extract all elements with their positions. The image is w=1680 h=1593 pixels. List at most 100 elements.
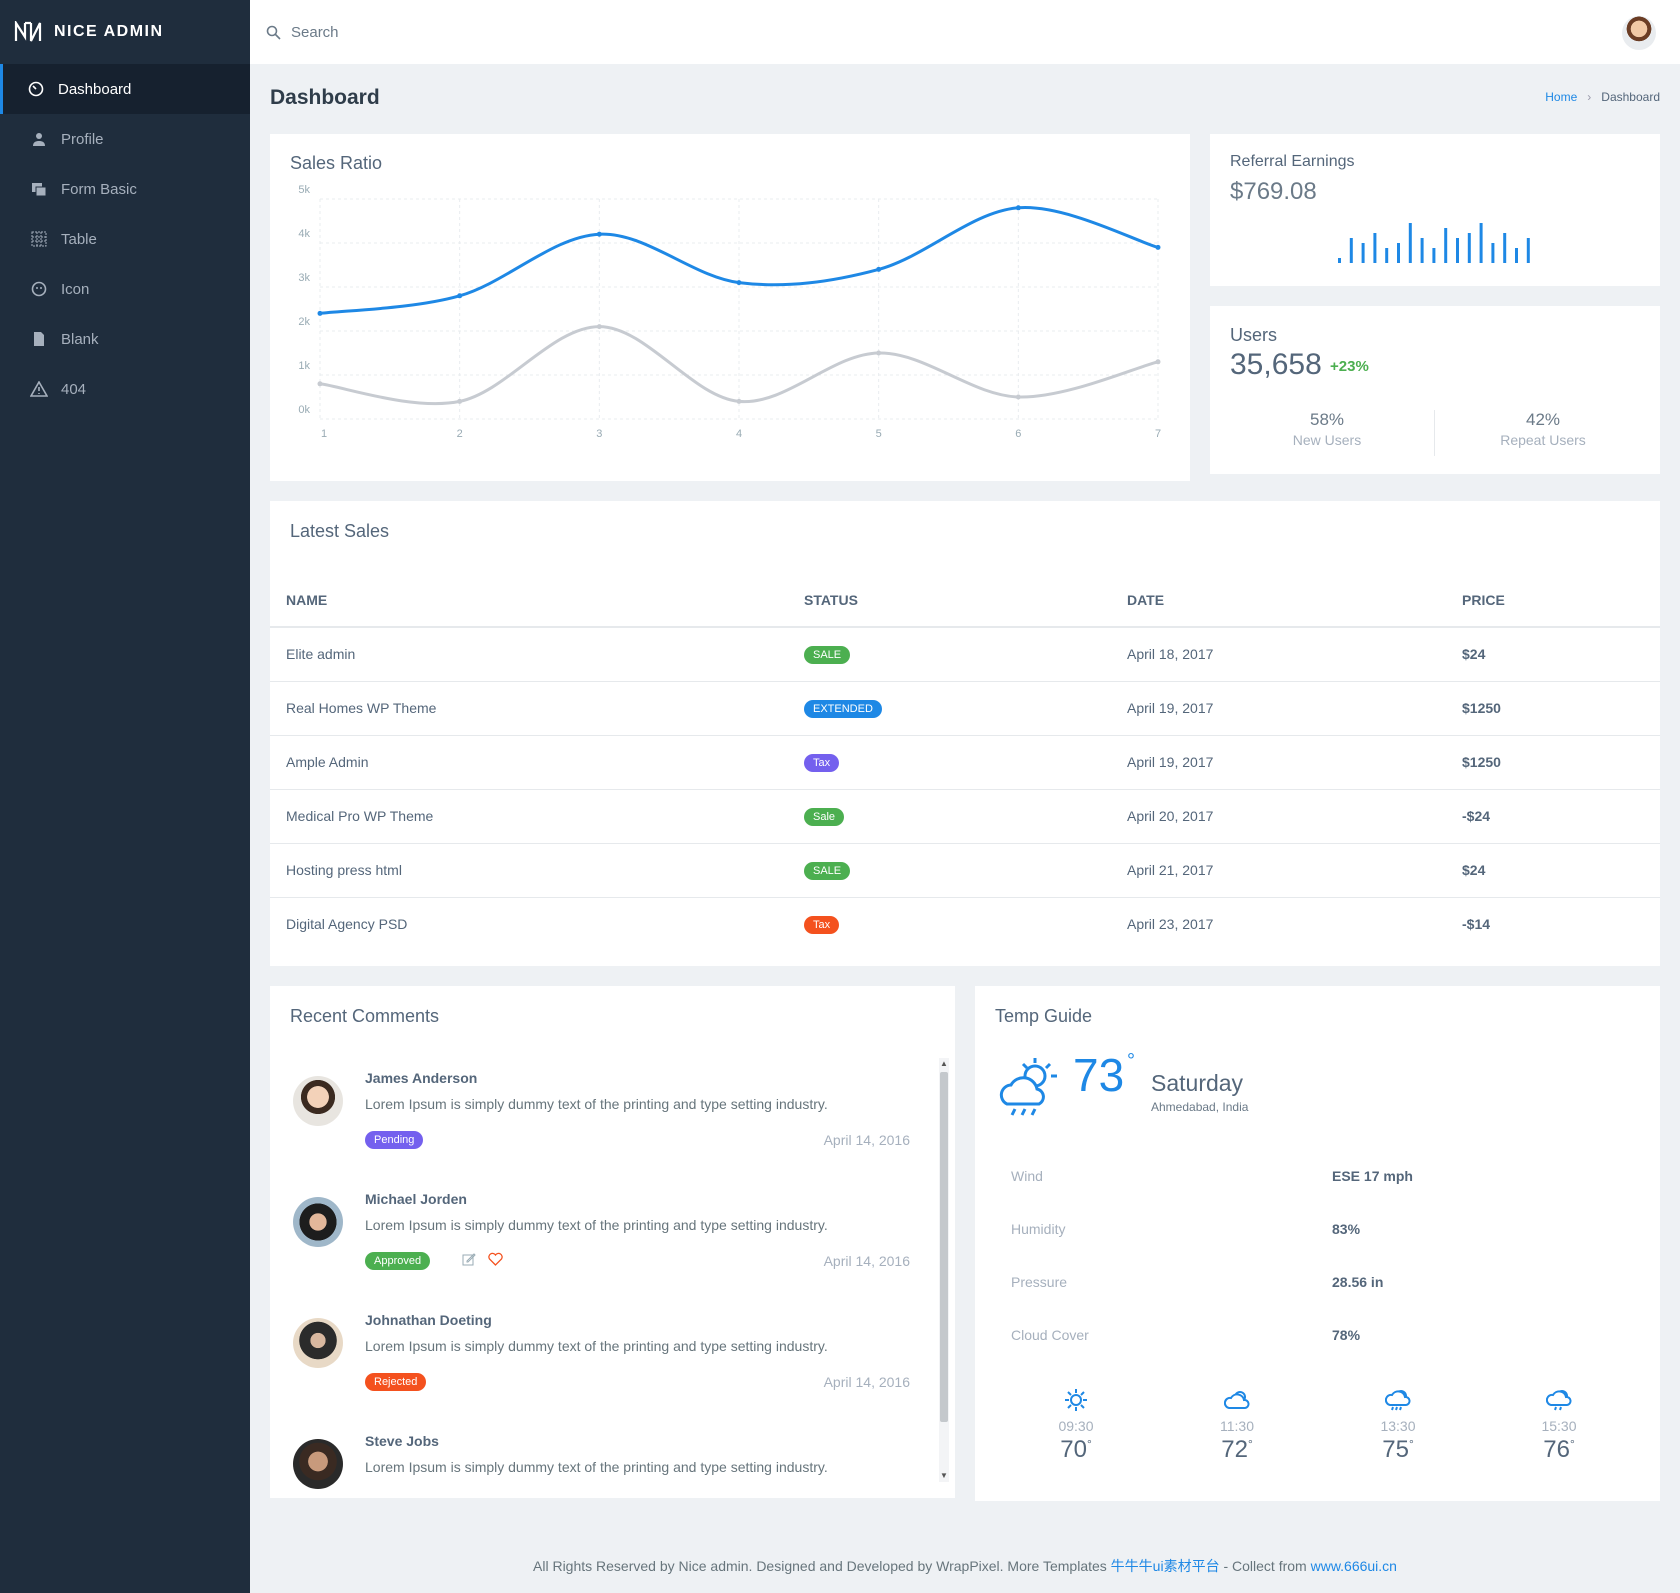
- recent-comments-card: Recent Comments James Anderson Lorem Ips…: [270, 986, 955, 1498]
- sale-price: $24: [1446, 843, 1660, 898]
- status-badge: Pending: [365, 1131, 424, 1149]
- temp-guide-card: Temp Guide 73 ° Saturday Ahmedabad, Indi…: [975, 986, 1660, 1501]
- smile-icon: [29, 279, 49, 299]
- scrollbar-thumb[interactable]: [940, 1072, 948, 1422]
- y-tick-label: 0k: [298, 404, 310, 416]
- referral-title: Referral Earnings: [1230, 153, 1355, 170]
- column-header[interactable]: NAME: [270, 573, 788, 628]
- comment-text: Lorem Ipsum is simply dummy text of the …: [365, 1338, 828, 1354]
- x-tick-label: 1: [321, 428, 327, 440]
- status-badge: SALE: [804, 645, 851, 664]
- y-tick-label: 3k: [298, 272, 310, 284]
- rain-icon: [1385, 1390, 1411, 1411]
- sale-date: April 18, 2017: [1111, 627, 1446, 682]
- forecast-temp: 72: [1221, 1436, 1248, 1463]
- sale-date: April 23, 2017: [1127, 916, 1214, 933]
- page-title: Dashboard: [270, 86, 380, 109]
- avatar: [293, 1439, 343, 1489]
- sparkline-bar: [1444, 228, 1448, 263]
- referral-sparkline: [1338, 223, 1530, 263]
- sidebar-item-label: 404: [61, 380, 87, 398]
- table-row[interactable]: Elite admin SALE April 18, 2017 $24: [270, 627, 1660, 682]
- sparkline-bar: [1467, 233, 1471, 263]
- sidebar-item-404[interactable]: 404: [0, 364, 250, 414]
- status-badge: Rejected: [365, 1373, 427, 1391]
- search-input[interactable]: Search: [266, 24, 339, 41]
- weather-location: Ahmedabad, India: [1151, 1100, 1249, 1114]
- detail-label: Pressure: [1011, 1274, 1068, 1290]
- table-row[interactable]: Ample Admin Tax April 19, 2017 $1250: [270, 735, 1660, 790]
- weather-day: Saturday: [1151, 1070, 1244, 1096]
- table-row[interactable]: Medical Pro WP Theme Sale April 20, 2017 -$…: [270, 789, 1660, 844]
- data-point: [596, 231, 602, 237]
- table-row[interactable]: Digital Agency PSD Tax April 23, 2017 -$14: [270, 897, 1660, 951]
- sparkline-bar: [1385, 248, 1389, 263]
- comment-item[interactable]: James Anderson Lorem Ipsum is simply dum…: [290, 1056, 930, 1177]
- sparkline-bar: [1420, 238, 1424, 263]
- comment-text: Lorem Ipsum is simply dummy text of the …: [365, 1459, 828, 1475]
- sidebar-item-dashboard[interactable]: Dashboard: [0, 64, 250, 114]
- brand[interactable]: NICE ADMIN: [0, 0, 250, 64]
- sale-date: April 20, 2017: [1111, 789, 1446, 844]
- comment-actions: [462, 1252, 503, 1266]
- column-header[interactable]: STATUS: [788, 573, 1111, 628]
- sale-status: SALE: [788, 843, 1111, 898]
- users-title: Users: [1230, 325, 1278, 345]
- breadcrumb-home[interactable]: Home: [1545, 90, 1578, 104]
- avatar[interactable]: [1622, 16, 1656, 50]
- x-tick-label: 7: [1155, 428, 1161, 440]
- sidebar-item-label: Dashboard: [58, 80, 132, 98]
- gauge-icon: [26, 79, 46, 99]
- sale-name: Digital Agency PSD: [286, 916, 408, 933]
- data-point: [1155, 244, 1161, 250]
- search-icon: [266, 25, 281, 40]
- scrollbar[interactable]: ▲ ▼: [939, 1058, 949, 1482]
- footer-link-site[interactable]: www.666ui.cn: [1310, 1558, 1397, 1574]
- sales-ratio-card: Sales Ratio 0k 1k 2k 3k 4k 5k 1 2 3 4 5 6 7: [270, 134, 1190, 481]
- sparkline-bar: [1515, 248, 1518, 263]
- table-row[interactable]: Real Homes WP Theme EXTENDED April 19, 201…: [270, 681, 1660, 736]
- detail-value: 78%: [1332, 1327, 1361, 1343]
- data-point: [736, 280, 742, 286]
- column-header[interactable]: DATE: [1111, 573, 1446, 628]
- data-point: [457, 293, 463, 299]
- comment-date: April 14, 2016: [823, 1132, 910, 1148]
- footer-link-templates[interactable]: 牛牛牛ui素材平台: [1110, 1558, 1220, 1574]
- comment-author: James Anderson: [365, 1070, 478, 1086]
- weather-storm-icon: [999, 1058, 1057, 1116]
- comment-author: Steve Jobs: [365, 1433, 439, 1449]
- sidebar-item-icon[interactable]: Icon: [0, 264, 250, 314]
- table-row[interactable]: Hosting press html SALE April 21, 2017 $24: [270, 843, 1660, 898]
- comment-item[interactable]: Johnathan Doeting Lorem Ipsum is simply …: [290, 1298, 930, 1419]
- forecast-temp: 76: [1543, 1436, 1570, 1463]
- sidebar-item-table[interactable]: Table: [0, 214, 250, 264]
- sparkline-bar: [1456, 238, 1459, 263]
- edit-icon[interactable]: [462, 1252, 476, 1266]
- sparkline-bar: [1338, 258, 1341, 263]
- sale-name: Real Homes WP Theme: [270, 681, 788, 736]
- x-tick-label: 5: [876, 428, 882, 440]
- sparkline-bar: [1526, 238, 1530, 263]
- table-header-row: NAME STATUS DATE PRICE: [270, 573, 1660, 628]
- y-tick-label: 2k: [298, 316, 310, 328]
- latest-sales-card: Latest Sales NAME STATUS DATE PRICE Elit…: [270, 501, 1660, 966]
- sidebar-item-form-basic[interactable]: Form Basic: [0, 164, 250, 214]
- sale-name: Ample Admin: [270, 735, 788, 790]
- data-point: [876, 350, 882, 356]
- scroll-down-icon[interactable]: ▼: [940, 1471, 948, 1480]
- users-card: Users 35,658 +23% 58% New Users 42% Repe…: [1210, 306, 1660, 474]
- sidebar-item-profile[interactable]: Profile: [0, 114, 250, 164]
- heart-icon[interactable]: [488, 1252, 503, 1266]
- sidebar-item-blank[interactable]: Blank: [0, 314, 250, 364]
- stat-label: Repeat Users: [1500, 432, 1586, 448]
- sale-date: April 19, 2017: [1111, 681, 1446, 736]
- scroll-up-icon[interactable]: ▲: [940, 1059, 948, 1068]
- sale-name: Elite admin: [270, 627, 788, 682]
- forms-icon: [29, 179, 49, 199]
- forecast-time: 15:30: [1541, 1418, 1577, 1434]
- comment-item[interactable]: Steve Jobs Lorem Ipsum is simply dummy t…: [290, 1419, 930, 1498]
- cloudy-icon: [1224, 1391, 1250, 1409]
- sales-ratio-title: Sales Ratio: [290, 153, 383, 173]
- column-header[interactable]: PRICE: [1446, 573, 1660, 628]
- comment-item[interactable]: Michael Jorden Lorem Ipsum is simply dum…: [290, 1177, 930, 1298]
